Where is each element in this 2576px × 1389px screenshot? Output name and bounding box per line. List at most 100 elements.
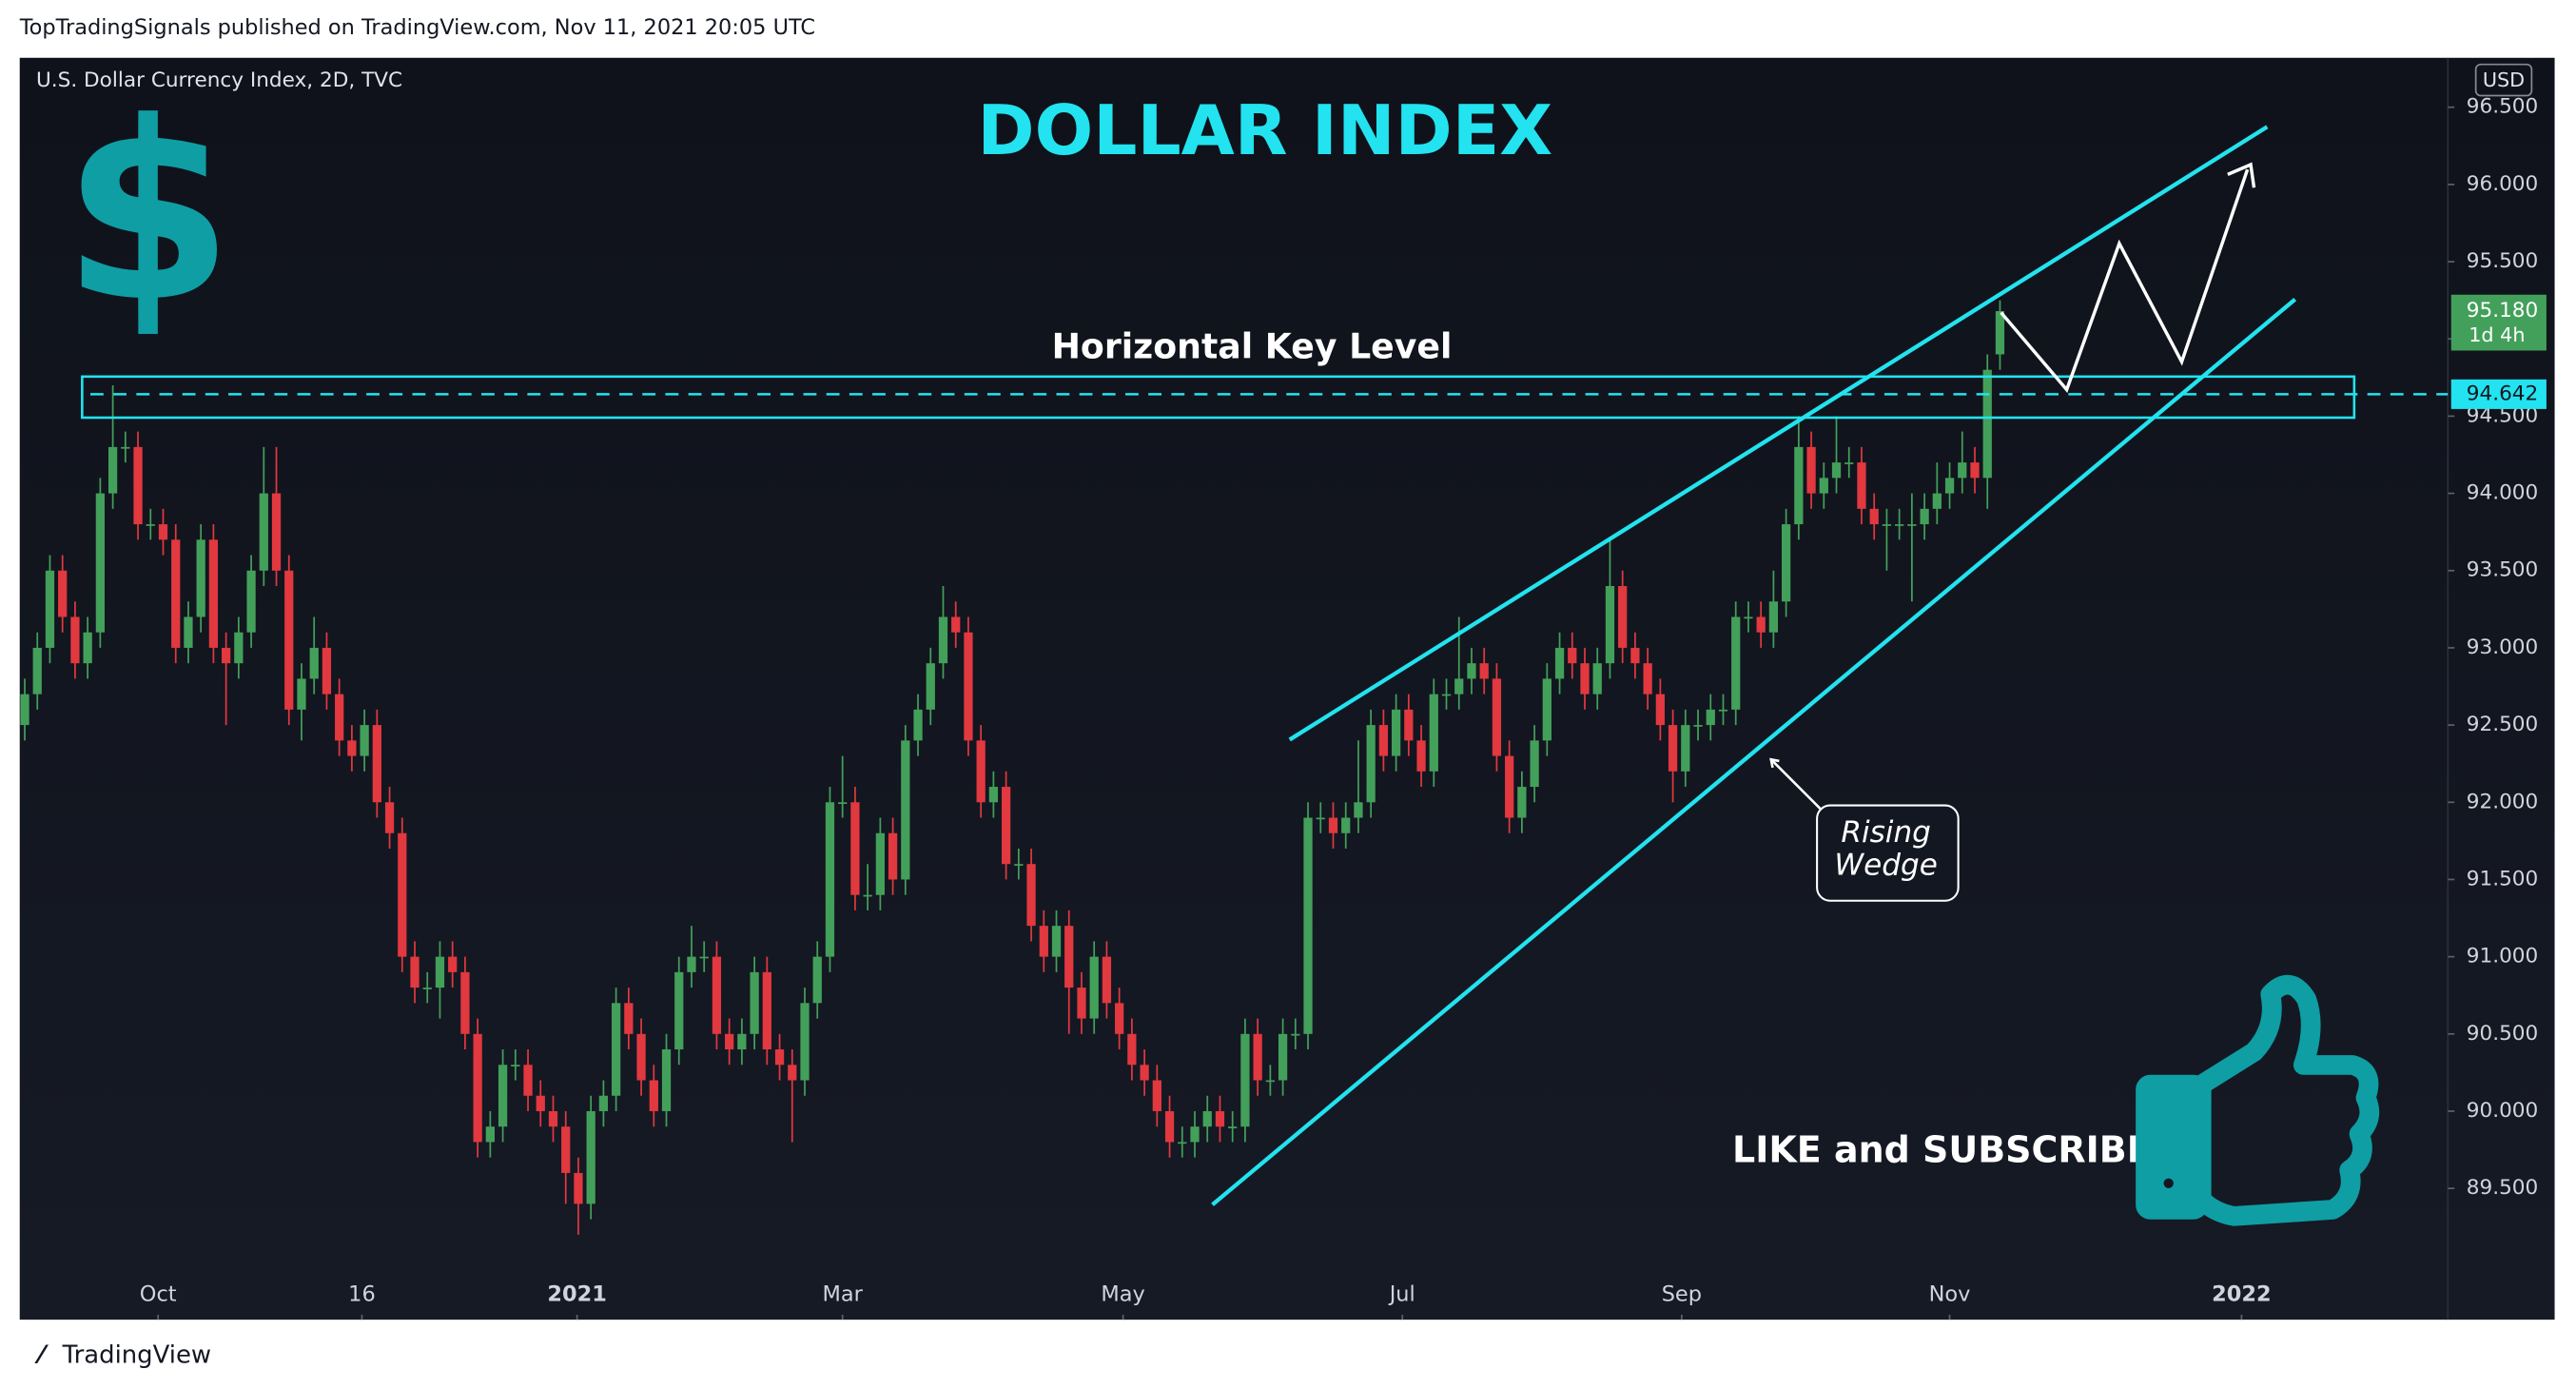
call-to-action: LIKE and SUBSCRIBE bbox=[1732, 1128, 2152, 1170]
candle-body bbox=[699, 956, 709, 959]
candle-body bbox=[674, 971, 684, 1050]
candle-body bbox=[246, 570, 256, 633]
candle-body bbox=[485, 1126, 495, 1143]
wedge-upper-line bbox=[1288, 125, 2269, 742]
candle-body bbox=[1077, 988, 1086, 1019]
candle-body bbox=[20, 694, 29, 726]
candle-body bbox=[964, 632, 973, 741]
candle-body bbox=[1253, 1033, 1262, 1081]
candle-body bbox=[259, 493, 268, 571]
candle-body bbox=[825, 802, 835, 957]
candle-body bbox=[158, 524, 168, 540]
candle-body bbox=[1706, 709, 1715, 726]
candle-body bbox=[875, 832, 885, 895]
x-tick-label: Nov bbox=[1929, 1282, 1971, 1307]
candle-body bbox=[32, 647, 42, 694]
thumb-cuff bbox=[2136, 1074, 2209, 1220]
candle-body bbox=[712, 956, 722, 1034]
dollar-icon: $ bbox=[62, 70, 233, 357]
candle-body bbox=[926, 663, 935, 710]
candle-body bbox=[838, 802, 848, 805]
wedge-callout-box bbox=[1816, 804, 1960, 902]
candle-body bbox=[774, 1049, 785, 1066]
candle-body bbox=[1341, 817, 1351, 833]
wedge-label: Wedge bbox=[1834, 848, 1937, 882]
x-tick-label: 16 bbox=[348, 1282, 376, 1307]
candle-body bbox=[1882, 524, 1892, 526]
candle-body bbox=[1517, 787, 1527, 818]
candle-body bbox=[1869, 508, 1879, 525]
projection-path bbox=[2000, 168, 2250, 394]
candle-body bbox=[788, 1065, 797, 1081]
candle-body bbox=[234, 632, 244, 664]
x-tick-label: 2022 bbox=[2212, 1282, 2271, 1307]
candle-body bbox=[1542, 678, 1551, 741]
candles bbox=[20, 300, 2005, 1235]
candle-body bbox=[121, 446, 130, 449]
candle-body bbox=[511, 1065, 520, 1066]
candle-body bbox=[988, 787, 999, 803]
candle-body bbox=[146, 524, 155, 526]
candle-body bbox=[1164, 1110, 1175, 1143]
candle-body bbox=[548, 1110, 558, 1127]
candle-body bbox=[1618, 585, 1628, 648]
candle-body bbox=[1744, 616, 1753, 619]
x-tick-label: May bbox=[1101, 1282, 1144, 1307]
candle-body bbox=[322, 647, 332, 694]
thumbs-up-icon bbox=[2136, 974, 2380, 1226]
candle-body bbox=[1920, 508, 1929, 525]
wedge-label: Rising bbox=[1841, 815, 1930, 850]
candle-body bbox=[435, 956, 445, 988]
candle-body bbox=[1278, 1033, 1288, 1081]
candle-body bbox=[384, 802, 395, 833]
candle-body bbox=[1819, 478, 1828, 494]
footer-brand: TradingView bbox=[62, 1341, 211, 1370]
candle-body bbox=[1102, 956, 1112, 1004]
candle-body bbox=[1291, 1033, 1300, 1036]
candle-body bbox=[184, 616, 193, 648]
currency-badge bbox=[2474, 63, 2533, 97]
candle-body bbox=[1970, 462, 1980, 479]
candle-body bbox=[561, 1126, 571, 1173]
candle-body bbox=[1064, 926, 1074, 988]
candle-body bbox=[598, 1095, 609, 1111]
candle-body bbox=[586, 1110, 595, 1204]
candle-body bbox=[1051, 926, 1062, 957]
candle-body bbox=[1768, 601, 1779, 633]
candle-body bbox=[1115, 1003, 1124, 1034]
candle-body bbox=[901, 740, 910, 880]
candle-body bbox=[58, 570, 68, 617]
y-tick-label: 95.500 bbox=[2467, 249, 2539, 273]
candle-body bbox=[1857, 462, 1866, 509]
candle-body bbox=[1668, 725, 1678, 772]
candle-body bbox=[171, 539, 181, 648]
x-tick-label: 2021 bbox=[547, 1282, 606, 1307]
y-tick-label: 91.500 bbox=[2467, 867, 2539, 890]
candle-body bbox=[523, 1065, 533, 1096]
candle-body bbox=[1316, 817, 1325, 820]
candle-body bbox=[1731, 616, 1741, 710]
key-level-value: 94.642 bbox=[2467, 381, 2539, 405]
candle-body bbox=[107, 446, 118, 494]
x-tick-label: Jul bbox=[1388, 1282, 1415, 1307]
candle-body bbox=[1354, 802, 1363, 818]
candle-body bbox=[888, 832, 898, 880]
candle-body bbox=[951, 616, 961, 633]
candle-body bbox=[913, 709, 923, 741]
candle-body bbox=[1378, 725, 1389, 756]
y-tick-label: 92.500 bbox=[2467, 713, 2539, 736]
candle-body bbox=[976, 740, 986, 803]
candle-body bbox=[649, 1080, 658, 1111]
candle-body bbox=[574, 1172, 583, 1204]
candle-body bbox=[347, 740, 357, 756]
candle-body bbox=[1391, 709, 1401, 756]
candle-body bbox=[1492, 678, 1502, 756]
candle-body bbox=[448, 956, 458, 972]
candle-body bbox=[1454, 678, 1464, 694]
candle-body bbox=[1756, 616, 1766, 633]
candle-body bbox=[636, 1033, 646, 1081]
x-tick-label: Sep bbox=[1662, 1282, 1702, 1307]
candle-body bbox=[83, 632, 92, 664]
candle-body bbox=[1014, 864, 1024, 866]
